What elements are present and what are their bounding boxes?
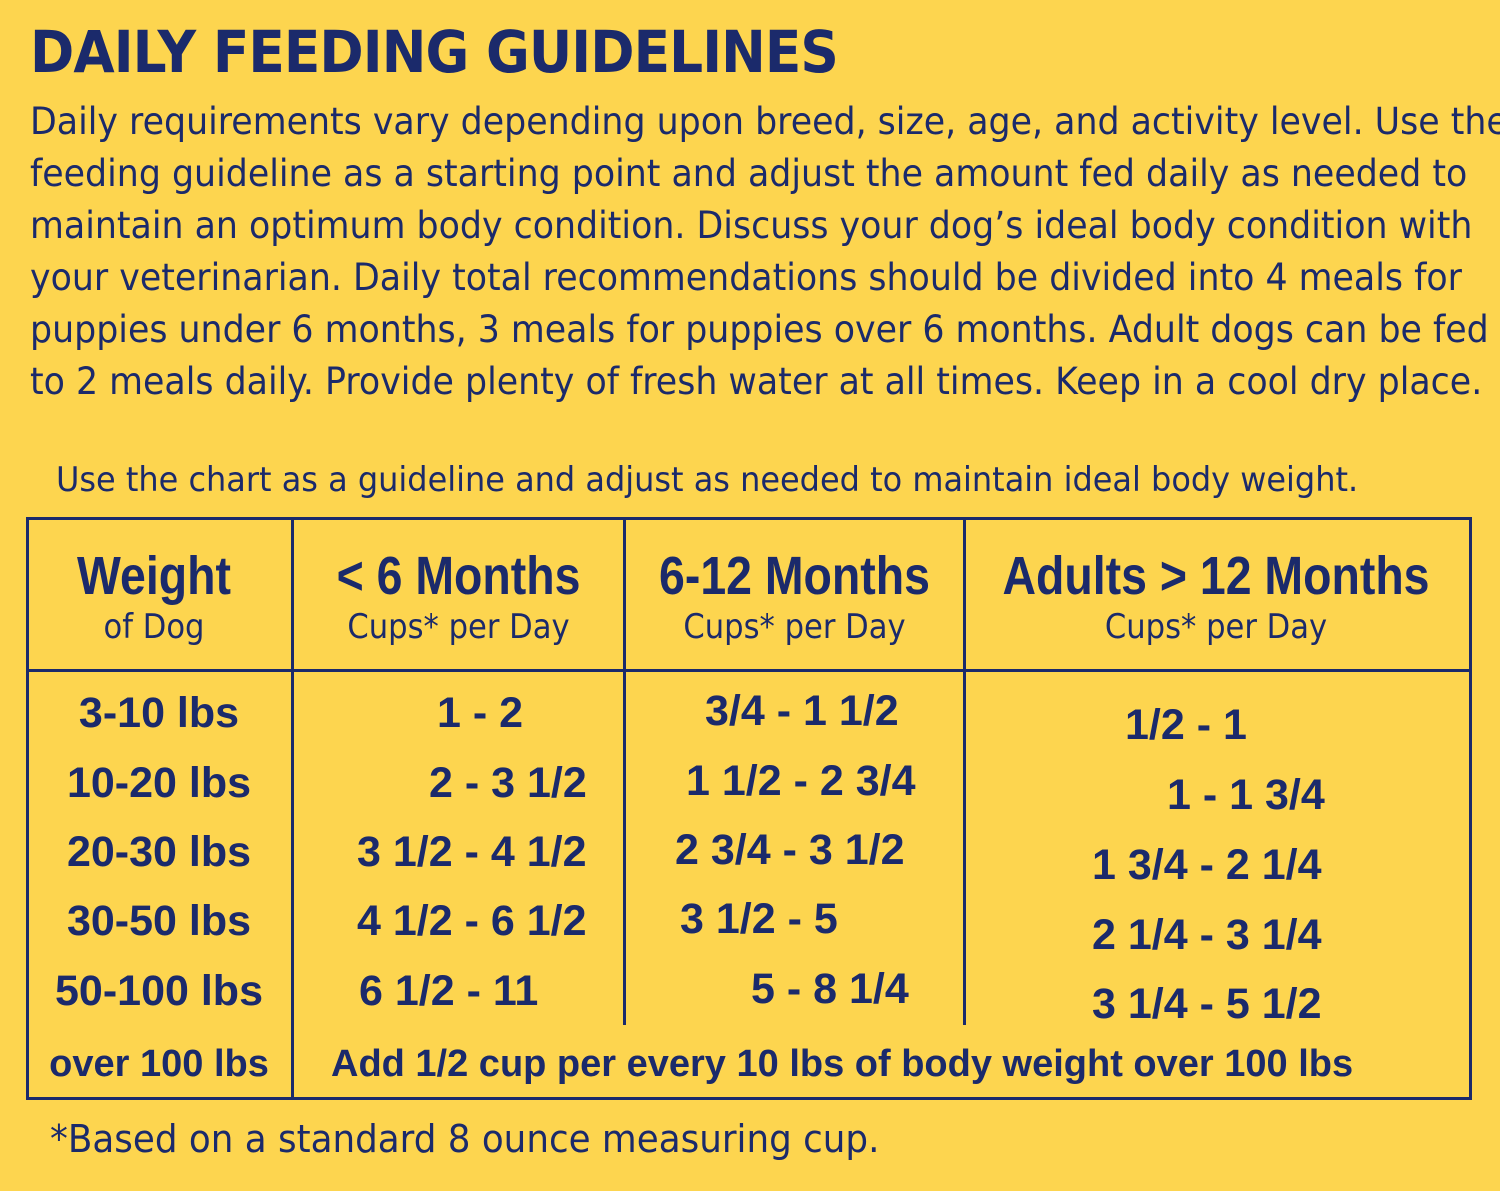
intro-line: to 2 meals daily. Provide plenty of fres… — [30, 360, 1483, 403]
header-subtitle: Cups* per Day — [683, 607, 906, 647]
over-100-note: Add 1/2 cup per every 10 lbs of body wei… — [331, 1043, 1354, 1085]
weight-cell: 50-100 lbs — [55, 967, 263, 1015]
header-under-6-months: < 6 Months Cups* per Day — [294, 546, 623, 648]
header-subtitle: Cups* per Day — [347, 607, 570, 647]
column-divider — [291, 520, 294, 1100]
header-title: Adults > 12 Months — [1002, 546, 1430, 606]
header-subtitle: of Dog — [103, 607, 205, 647]
weight-cell: over 100 lbs — [49, 1043, 269, 1085]
weight-cell: 20-30 lbs — [66, 828, 252, 876]
intro-line: your veterinarian. Daily total recommend… — [30, 256, 1462, 299]
m6to12-cell: 2 3/4 - 3 1/2 — [675, 826, 905, 874]
header-subtitle: Cups* per Day — [1104, 607, 1328, 647]
header-6-12-months: 6-12 Months Cups* per Day — [626, 546, 963, 648]
weight-cell: 3-10 lbs — [78, 689, 240, 737]
adult-cell: 3 1/4 - 5 1/2 — [1092, 980, 1322, 1028]
header-title: 6-12 Months — [659, 546, 930, 606]
adult-cell: 1 - 1 3/4 — [1167, 771, 1325, 819]
header-adults: Adults > 12 Months Cups* per Day — [966, 546, 1466, 648]
column-divider — [963, 520, 966, 1025]
m6to12-cell: 3/4 - 1 1/2 — [705, 687, 899, 735]
under6-cell: 3 1/2 - 4 1/2 — [357, 828, 587, 876]
m6to12-cell: 3 1/2 - 5 — [680, 895, 838, 943]
under6-cell: 1 - 2 — [437, 689, 524, 737]
feeding-table: Weight of Dog < 6 Months Cups* per Day 6… — [26, 517, 1472, 1100]
under6-cell: 4 1/2 - 6 1/2 — [357, 897, 587, 945]
header-title: Weight — [77, 546, 231, 606]
chart-note: Use the chart as a guideline and adjust … — [56, 460, 1359, 500]
m6to12-cell: 1 1/2 - 2 3/4 — [686, 757, 916, 805]
adult-cell: 2 1/4 - 3 1/4 — [1092, 911, 1322, 959]
header-title: < 6 Months — [336, 546, 581, 606]
weight-cell: 30-50 lbs — [66, 897, 252, 945]
adult-cell: 1/2 - 1 — [1125, 701, 1247, 749]
page-title: DAILY FEEDING GUIDELINES — [30, 18, 839, 86]
header-divider — [29, 669, 1469, 672]
weight-cell: 10-20 lbs — [66, 759, 252, 807]
header-weight: Weight of Dog — [29, 546, 279, 648]
m6to12-cell: 5 - 8 1/4 — [751, 965, 909, 1013]
under6-cell: 6 1/2 - 11 — [359, 967, 539, 1015]
intro-line: Daily requirements vary depending upon b… — [30, 100, 1500, 143]
intro-line: feeding guideline as a starting point an… — [30, 152, 1468, 195]
intro-paragraph: Daily requirements vary depending upon b… — [30, 96, 1500, 408]
footnote: *Based on a standard 8 ounce measuring c… — [50, 1117, 880, 1161]
under6-cell: 2 - 3 1/2 — [429, 759, 587, 807]
adult-cell: 1 3/4 - 2 1/4 — [1092, 841, 1322, 889]
intro-line: puppies under 6 months, 3 meals for pupp… — [30, 308, 1500, 351]
intro-line: maintain an optimum body condition. Disc… — [30, 204, 1473, 247]
column-divider — [623, 520, 626, 1025]
